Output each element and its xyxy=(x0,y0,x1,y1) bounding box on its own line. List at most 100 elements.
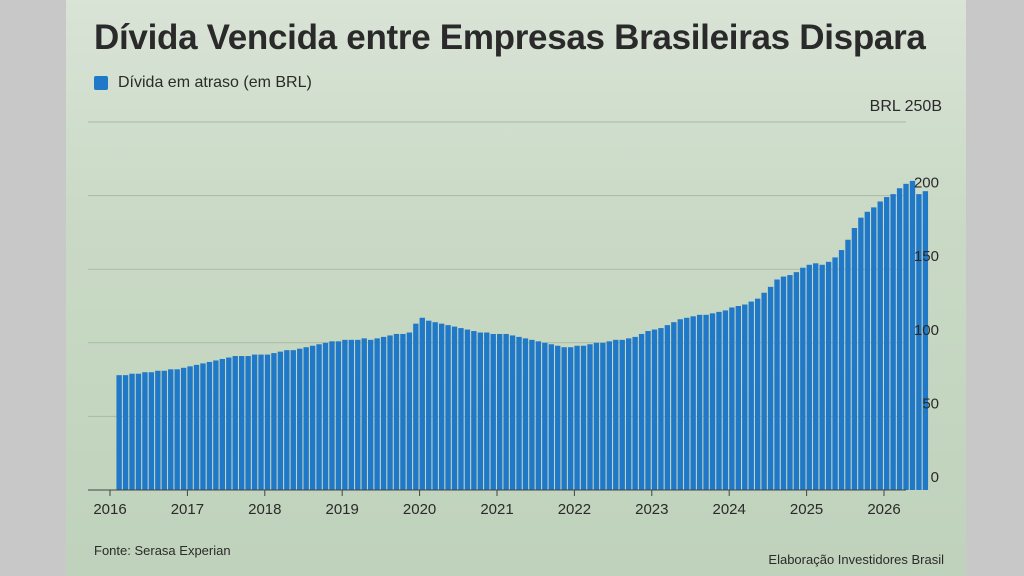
bar xyxy=(400,333,406,490)
bar xyxy=(684,317,690,490)
x-tick-label: 2025 xyxy=(790,501,823,518)
x-tick-label: 2022 xyxy=(558,501,591,518)
bar xyxy=(239,356,245,490)
bar xyxy=(774,279,780,490)
bar xyxy=(406,332,413,490)
bar xyxy=(387,335,393,490)
legend-swatch xyxy=(94,76,108,90)
legend: Dívida em atraso (em BRL) xyxy=(94,74,312,92)
bar xyxy=(251,354,258,490)
bar xyxy=(909,180,916,490)
bar xyxy=(613,339,619,490)
x-tick-label: 2019 xyxy=(326,501,359,518)
bar xyxy=(374,338,380,490)
bar xyxy=(213,360,219,490)
bar xyxy=(858,217,864,490)
x-tick-label: 2026 xyxy=(867,501,900,518)
bar xyxy=(161,370,167,490)
bar xyxy=(419,317,425,490)
bar xyxy=(574,345,580,490)
bar xyxy=(348,339,354,490)
bar xyxy=(561,347,567,490)
bar xyxy=(303,347,309,490)
bar xyxy=(206,361,213,490)
bar xyxy=(709,313,716,490)
bar xyxy=(922,191,929,490)
bar xyxy=(490,333,496,490)
axis-labels: 2016 2017 2018 2019 2020 2021 2022 2023 2024 2025… xyxy=(93,175,939,518)
bar xyxy=(877,201,883,491)
x-tick-label: 2024 xyxy=(713,501,746,518)
bar xyxy=(884,197,890,490)
bar xyxy=(509,335,516,490)
bar xyxy=(451,326,458,490)
bar xyxy=(800,267,806,490)
bar xyxy=(825,261,832,490)
bar xyxy=(226,357,232,490)
x-tick-label: 2018 xyxy=(248,501,281,518)
bar xyxy=(297,348,303,490)
x-tick-label: 2023 xyxy=(635,501,668,518)
bar xyxy=(806,264,812,490)
bar xyxy=(380,336,387,490)
x-tick-label: 2020 xyxy=(403,501,436,518)
bar xyxy=(871,207,877,490)
bar xyxy=(767,286,774,490)
bar xyxy=(361,338,367,490)
bar xyxy=(284,350,290,490)
bar xyxy=(193,364,200,490)
bar xyxy=(742,304,748,490)
bar xyxy=(264,354,271,490)
bar xyxy=(690,316,696,490)
bar xyxy=(787,275,793,490)
bar xyxy=(135,373,142,490)
bar xyxy=(722,310,729,490)
bar xyxy=(600,342,606,490)
bar xyxy=(638,333,645,490)
bars xyxy=(116,180,929,491)
bar xyxy=(187,366,193,490)
bar xyxy=(755,298,761,490)
bar xyxy=(632,336,638,490)
bar xyxy=(593,342,600,490)
bar xyxy=(458,328,464,490)
bar xyxy=(890,194,896,490)
bar xyxy=(696,314,703,490)
bar xyxy=(471,331,477,490)
bar xyxy=(277,351,284,490)
bar xyxy=(142,372,148,490)
bar xyxy=(129,373,135,490)
bar xyxy=(335,341,342,490)
bar xyxy=(522,338,529,490)
bar xyxy=(838,250,845,490)
x-tick-label: 2017 xyxy=(171,501,204,518)
bar xyxy=(322,342,329,490)
bar xyxy=(426,320,432,490)
bar xyxy=(329,341,335,490)
y-axis-unit-label: BRL 250B xyxy=(869,98,942,115)
bar xyxy=(503,333,509,490)
bar xyxy=(116,375,122,490)
x-tick-label: 2021 xyxy=(480,501,513,518)
bar xyxy=(548,344,554,490)
bar xyxy=(232,356,238,490)
bar xyxy=(219,358,225,490)
bar xyxy=(793,272,800,490)
bar xyxy=(748,301,754,490)
bar xyxy=(903,183,909,490)
y-tick-label: 100 xyxy=(914,322,939,339)
bar xyxy=(200,363,206,490)
bar xyxy=(413,323,419,490)
bar xyxy=(464,329,471,490)
bar xyxy=(309,345,316,490)
bar xyxy=(645,331,651,490)
bar xyxy=(864,211,870,491)
bar xyxy=(174,369,180,490)
bar xyxy=(535,341,542,490)
bar xyxy=(342,339,348,490)
bar xyxy=(477,332,483,490)
bar xyxy=(316,344,322,490)
bar xyxy=(896,188,903,491)
bar xyxy=(271,353,277,490)
bar xyxy=(677,319,683,490)
